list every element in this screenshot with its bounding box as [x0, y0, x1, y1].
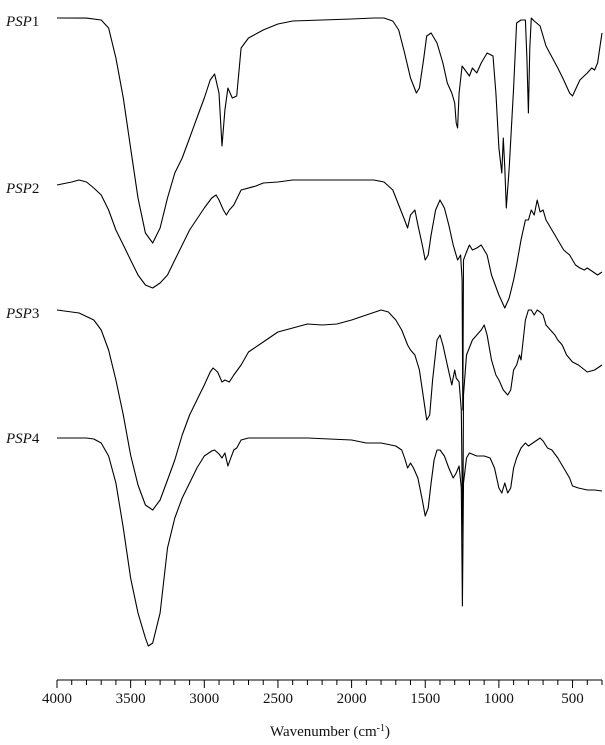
series-psp2: PSP2: [5, 179, 603, 411]
x-tick-label: 2000: [337, 691, 367, 707]
series-layer: PSP1 PSP2 PSP3 PSP4: [5, 14, 603, 647]
series-psp4: PSP4: [5, 431, 603, 647]
series-line-psp4: [57, 437, 603, 647]
series-label-psp2: PSP2: [5, 181, 39, 197]
series-line-psp1: [56, 17, 603, 244]
x-tick-label: 3500: [116, 691, 146, 707]
series-label-psp1: PSP1: [5, 14, 39, 30]
x-tick-label: 2500: [263, 691, 293, 707]
x-tick-label: 3000: [189, 691, 219, 707]
x-axis-title: Wavenumber (cm-1): [270, 723, 390, 741]
series-label-psp3: PSP3: [5, 306, 39, 322]
x-axis: 4000 3500 3000 2500 2000 1500 1000 500: [42, 679, 603, 707]
series-line-psp3: [56, 309, 603, 541]
x-tick-label: 500: [561, 691, 584, 707]
x-tick-label: 1000: [484, 691, 514, 707]
series-psp1: PSP1: [5, 14, 603, 244]
x-tick-label: 4000: [42, 691, 72, 707]
series-line-psp2: [56, 179, 603, 411]
series-label-psp4: PSP4: [5, 431, 40, 447]
x-tick-label: 1500: [410, 691, 440, 707]
series-psp3: PSP3: [5, 306, 603, 541]
